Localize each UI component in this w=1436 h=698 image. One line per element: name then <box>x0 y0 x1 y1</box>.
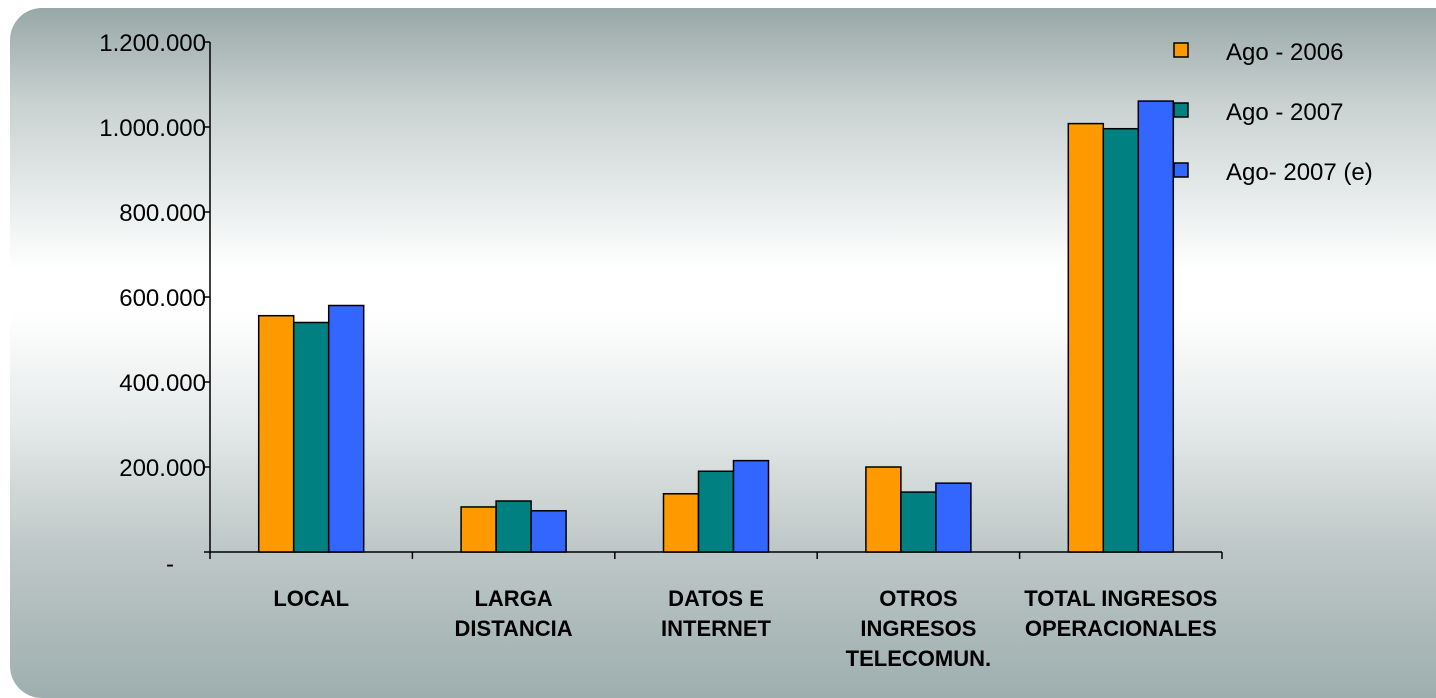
bar <box>292 321 330 553</box>
y-tick-label: 400.000 <box>119 370 206 397</box>
category-label: LOCAL <box>273 586 349 611</box>
bar <box>530 510 567 553</box>
bar-chart: - 200.000 400.000 600.000 800.000 1.000.000 1.… <box>99 30 1373 671</box>
bar <box>935 482 972 553</box>
category-label: DISTANCIA <box>455 616 573 641</box>
legend-label: Ago - 2007 <box>1226 99 1343 126</box>
bar <box>257 314 295 553</box>
category-labels: LOCAL LARGA DISTANCIA DATOS E INTERNET OTROS I… <box>273 586 1217 671</box>
bars <box>257 100 1175 553</box>
legend-swatch <box>1173 102 1189 118</box>
bar <box>662 493 700 553</box>
bar <box>865 466 902 553</box>
bar <box>460 506 497 553</box>
legend-swatch <box>1173 162 1189 178</box>
bar <box>495 500 532 553</box>
category-label: TELECOMUN. <box>846 646 991 671</box>
bar <box>1102 127 1140 553</box>
legend-swatch <box>1173 42 1189 58</box>
category-label: DATOS E <box>668 586 764 611</box>
y-tick-label: 1.000.000 <box>99 115 206 142</box>
y-axis: - 200.000 400.000 600.000 800.000 1.000.000 1.… <box>99 30 211 578</box>
legend-label: Ago - 2006 <box>1226 39 1343 66</box>
bar <box>697 470 735 553</box>
category-label: INTERNET <box>661 616 772 641</box>
x-axis <box>209 551 1223 559</box>
chart-card: - 200.000 400.000 600.000 800.000 1.000.000 1.… <box>10 8 1436 698</box>
category-label: OTROS <box>879 586 957 611</box>
category-label: OPERACIONALES <box>1025 616 1217 641</box>
bar <box>900 491 937 553</box>
legend: Ago - 2006 Ago - 2007 Ago- 2007 (e) <box>1173 39 1373 186</box>
y-tick-label: - <box>166 551 174 578</box>
category-label: TOTAL INGRESOS <box>1024 586 1217 611</box>
y-tick-label: 1.200.000 <box>99 30 206 57</box>
bar <box>732 459 770 553</box>
category-label: LARGA <box>474 586 552 611</box>
legend-label: Ago- 2007 (e) <box>1226 159 1373 186</box>
category-label: INGRESOS <box>860 616 976 641</box>
y-tick-label: 800.000 <box>119 200 206 227</box>
bar <box>327 304 365 553</box>
bar <box>1137 100 1175 553</box>
y-tick-label: 600.000 <box>119 285 206 312</box>
y-tick-label: 200.000 <box>119 455 206 482</box>
bar <box>1067 122 1105 553</box>
